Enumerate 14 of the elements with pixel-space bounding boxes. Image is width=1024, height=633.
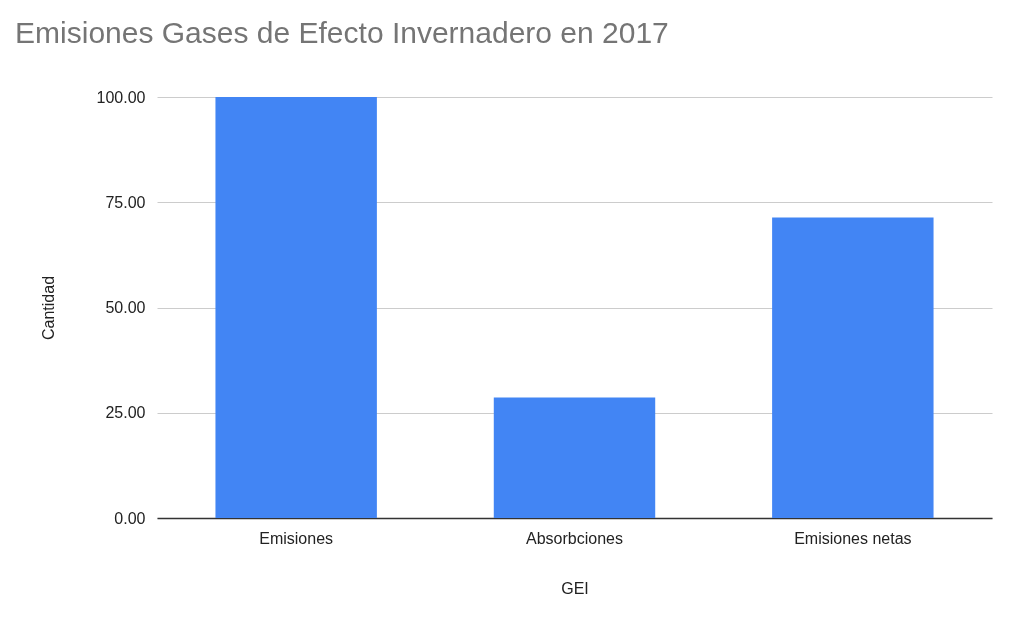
x-tick-label: Emisiones netas [794,529,912,547]
x-tick-label: Absorbciones [526,529,623,547]
y-axis-title: Cantidad [39,275,57,341]
x-tick-label: Emisiones [259,529,334,547]
y-tick-label: 0.00 [114,509,146,527]
y-tick-label: 100.00 [96,88,146,106]
bar [772,217,934,518]
chart-title: Emisiones Gases de Efecto Invernadero en 2017 [15,16,669,49]
bar [493,397,656,518]
y-tick-label: 50.00 [105,299,146,316]
bar [215,97,377,518]
y-tick-label: 25.00 [105,404,146,422]
y-tick-label: 75.00 [105,193,146,211]
x-axis-title: GEI [561,579,589,597]
